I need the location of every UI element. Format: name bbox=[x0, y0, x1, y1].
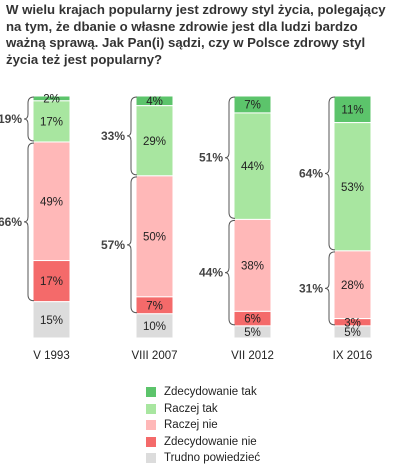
bar-segment-2-4 bbox=[233, 325, 272, 339]
legend-label-2: Raczej nie bbox=[164, 419, 218, 432]
no-brace-1 bbox=[126, 176, 138, 314]
segment-label-2-0: 7% bbox=[244, 99, 261, 111]
legend-swatch-2 bbox=[146, 420, 156, 431]
segment-label-3-1: 53% bbox=[341, 182, 364, 194]
legend-label-0: Zdecydowanie tak bbox=[164, 386, 257, 399]
segment-label-1-3: 7% bbox=[146, 300, 163, 312]
title-line-1: W wielu krajach popularny jest zdrowy st… bbox=[6, 2, 386, 17]
bar-segment-0-3 bbox=[32, 260, 71, 303]
no-total-label-2: 44% bbox=[199, 266, 223, 280]
legend-swatch-3 bbox=[146, 436, 156, 447]
segment-label-0-4: 15% bbox=[40, 315, 63, 327]
yes-brace-1 bbox=[126, 96, 138, 176]
stacked-bar-chart: 2% 17% 49% 17% 15% V 1993 19% 66% 4% 29% 50% 7% 10% V… bbox=[0, 93, 373, 362]
no-total-label-1: 57% bbox=[101, 238, 125, 252]
yes-total-label-3: 64% bbox=[299, 166, 323, 180]
legend-item-0: Zdecydowanie tak bbox=[146, 384, 260, 401]
segment-label-1-4: 10% bbox=[143, 321, 166, 333]
segment-label-1-2: 50% bbox=[143, 231, 166, 243]
category-label-3: IX 2016 bbox=[333, 350, 373, 362]
bar-segment-2-1 bbox=[233, 112, 272, 220]
title-line-2: na tym, że dbanie o własne zdrowie jest … bbox=[6, 18, 358, 34]
segment-label-0-0: 2% bbox=[43, 93, 60, 105]
segment-label-3-3: 3% bbox=[344, 317, 361, 329]
segment-label-2-4: 5% bbox=[244, 327, 261, 339]
yes-total-label-2: 51% bbox=[199, 151, 223, 165]
title-line-4: życia też jest popularny? bbox=[6, 51, 163, 67]
no-brace-0 bbox=[23, 142, 35, 302]
category-label-2: VII 2012 bbox=[231, 350, 274, 362]
legend-swatch-1 bbox=[146, 403, 156, 414]
segment-label-2-2: 38% bbox=[241, 260, 264, 272]
segment-label-1-0: 4% bbox=[146, 96, 163, 108]
no-brace-3 bbox=[324, 251, 336, 326]
category-label-0: V 1993 bbox=[33, 350, 69, 362]
yes-total-label-0: 19% bbox=[0, 112, 22, 126]
segment-label-0-3: 17% bbox=[40, 276, 63, 288]
segment-label-2-1: 44% bbox=[241, 161, 264, 173]
legend-label-1: Raczej tak bbox=[164, 402, 218, 415]
bar-segment-3-4 bbox=[333, 325, 372, 339]
segment-label-0-1: 17% bbox=[40, 116, 63, 128]
bar-segment-3-1 bbox=[333, 122, 372, 252]
no-total-label-0: 66% bbox=[0, 215, 22, 229]
legend-swatch-0 bbox=[146, 387, 156, 398]
segment-label-1-1: 29% bbox=[143, 136, 166, 148]
segment-label-3-0: 11% bbox=[341, 104, 363, 116]
bar-segment-2-2 bbox=[233, 218, 272, 312]
no-brace-2 bbox=[224, 219, 236, 326]
legend-item-2: Raczej nie bbox=[146, 417, 260, 434]
title-line-3: ważną sprawą. Jak Pan(i) sądzi, czy w Po… bbox=[6, 35, 366, 50]
legend-item-4: Trudno powiedzieć bbox=[146, 450, 260, 467]
bar-segment-0-2 bbox=[32, 141, 71, 262]
legend-label-3: Zdecydowanie nie bbox=[164, 435, 257, 448]
yes-brace-0 bbox=[23, 96, 35, 142]
legend-item-3: Zdecydowanie nie bbox=[146, 434, 260, 451]
segment-label-3-2: 28% bbox=[341, 280, 364, 292]
legend-swatch-4 bbox=[146, 453, 156, 464]
yes-brace-2 bbox=[224, 96, 236, 219]
chart-title: W wielu krajach popularny jest zdrowy st… bbox=[6, 2, 396, 68]
segment-label-3-4: 5% bbox=[344, 327, 361, 339]
category-label-1: VIII 2007 bbox=[131, 350, 177, 362]
legend-label-4: Trudno powiedzieć bbox=[164, 452, 261, 465]
yes-total-label-1: 33% bbox=[101, 129, 125, 143]
bar-segment-0-4 bbox=[32, 301, 71, 339]
bar-segment-1-4 bbox=[135, 313, 174, 339]
chart-legend: Zdecydowanie tak Raczej tak Raczej nie Zdec… bbox=[146, 384, 260, 467]
no-total-label-3: 31% bbox=[299, 281, 323, 295]
legend-item-1: Raczej tak bbox=[146, 401, 260, 418]
segment-label-2-3: 6% bbox=[244, 314, 261, 326]
bar-segment-3-2 bbox=[333, 250, 372, 320]
yes-brace-3 bbox=[324, 96, 336, 251]
segment-label-0-2: 49% bbox=[40, 196, 63, 208]
